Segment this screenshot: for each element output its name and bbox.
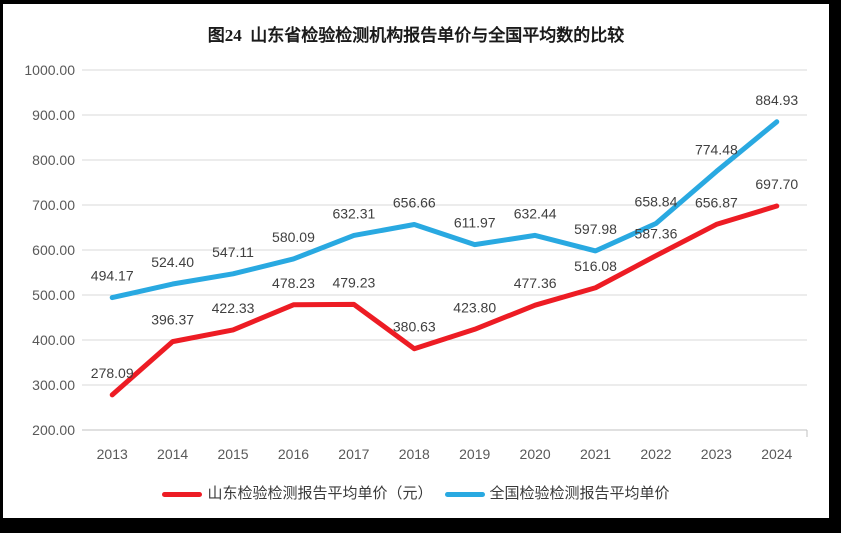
x-tick-label: 2022 bbox=[640, 446, 671, 462]
x-tick-label: 2024 bbox=[761, 446, 792, 462]
legend-label-national: 全国检验检测报告平均单价 bbox=[489, 485, 670, 502]
x-tick-label: 2021 bbox=[580, 446, 611, 462]
y-tick-label: 900.00 bbox=[32, 107, 75, 123]
data-label: 658.84 bbox=[635, 194, 678, 210]
y-tick-label: 500.00 bbox=[32, 287, 75, 303]
y-tick-label: 200.00 bbox=[32, 422, 75, 438]
legend-label-shandong: 山东检验检测报告平均单价（元） bbox=[207, 485, 433, 502]
data-label: 494.17 bbox=[91, 268, 134, 284]
data-label: 774.48 bbox=[695, 141, 738, 157]
legend-item-shandong: 山东检验检测报告平均单价（元） bbox=[162, 484, 433, 504]
series-line-1 bbox=[109, 119, 780, 301]
x-tick-label: 2014 bbox=[157, 446, 188, 462]
legend-swatch-national-blue-line bbox=[444, 491, 485, 497]
data-label: 611.97 bbox=[454, 215, 496, 231]
y-tick-label: 600.00 bbox=[32, 242, 75, 258]
y-tick-label: 800.00 bbox=[32, 152, 75, 168]
data-label: 422.33 bbox=[212, 300, 255, 316]
data-label: 423.80 bbox=[453, 299, 496, 315]
x-tick-label: 2020 bbox=[520, 446, 551, 462]
x-tick-label: 2017 bbox=[338, 446, 369, 462]
legend-swatch-shandong-red-line bbox=[162, 491, 203, 497]
data-label: 597.98 bbox=[574, 221, 617, 237]
y-tick-label: 300.00 bbox=[32, 377, 75, 393]
y-tick-label: 400.00 bbox=[32, 332, 75, 348]
x-tick-label: 2019 bbox=[459, 446, 490, 462]
data-label: 479.23 bbox=[332, 274, 375, 290]
data-label: 516.08 bbox=[574, 258, 617, 274]
data-label: 656.87 bbox=[695, 194, 738, 210]
data-label: 524.40 bbox=[151, 254, 194, 270]
data-label: 656.66 bbox=[393, 195, 436, 211]
data-label: 697.70 bbox=[755, 176, 798, 192]
x-tick-label: 2023 bbox=[701, 446, 732, 462]
data-label: 380.63 bbox=[393, 319, 436, 335]
x-tick-label: 2015 bbox=[217, 446, 248, 462]
x-tick-label: 2013 bbox=[97, 446, 128, 462]
data-label: 547.11 bbox=[212, 244, 254, 260]
data-label: 478.23 bbox=[272, 275, 315, 291]
data-label: 278.09 bbox=[91, 365, 134, 381]
series-line-0 bbox=[109, 203, 780, 398]
chart-legend: 山东检验检测报告平均单价（元） 全国检验检测报告平均单价 bbox=[3, 484, 829, 504]
data-label: 632.31 bbox=[332, 205, 375, 221]
data-label: 477.36 bbox=[514, 275, 557, 291]
legend-item-national: 全国检验检测报告平均单价 bbox=[444, 484, 670, 504]
data-label: 884.93 bbox=[755, 92, 798, 108]
data-label: 580.09 bbox=[272, 229, 315, 245]
x-tick-label: 2018 bbox=[399, 446, 430, 462]
y-tick-label: 700.00 bbox=[32, 197, 75, 213]
y-tick-label: 1000.00 bbox=[24, 62, 75, 78]
data-label: 632.44 bbox=[514, 205, 557, 221]
chart-title: 图24 山东省检验检测机构报告单价与全国平均数的比较 bbox=[207, 26, 625, 45]
data-label: 587.36 bbox=[635, 226, 678, 242]
data-label: 396.37 bbox=[151, 312, 194, 328]
x-tick-label: 2016 bbox=[278, 446, 309, 462]
